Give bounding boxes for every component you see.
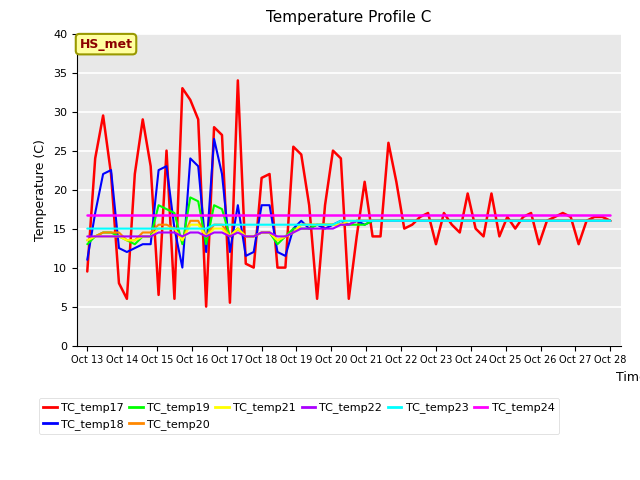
TC_temp19 [575, 218, 582, 224]
TC_temp22 [575, 218, 582, 224]
TC_temp24 [298, 213, 305, 218]
TC_temp22 [147, 233, 154, 239]
TC_temp23 [488, 218, 495, 224]
TC_temp21 [298, 222, 305, 228]
TC_temp17 [337, 156, 345, 161]
TC_temp23 [575, 218, 582, 224]
TC_temp20 [305, 222, 313, 228]
TC_temp21 [83, 238, 91, 243]
TC_temp21 [575, 218, 582, 224]
X-axis label: Time: Time [616, 371, 640, 384]
Y-axis label: Temperature (C): Temperature (C) [35, 139, 47, 240]
TC_temp22 [488, 218, 495, 224]
TC_temp20 [163, 222, 170, 228]
TC_temp20 [186, 218, 194, 224]
TC_temp17 [607, 218, 614, 224]
TC_temp21 [607, 218, 614, 224]
TC_temp23 [298, 222, 305, 228]
TC_temp17 [123, 296, 131, 301]
Line: TC_temp19: TC_temp19 [87, 197, 611, 244]
TC_temp22 [163, 229, 170, 235]
Line: TC_temp18: TC_temp18 [87, 139, 611, 268]
TC_temp19 [607, 218, 614, 224]
TC_temp19 [163, 206, 170, 212]
TC_temp22 [607, 218, 614, 224]
TC_temp18 [83, 257, 91, 263]
TC_temp17 [313, 296, 321, 301]
TC_temp17 [575, 241, 582, 247]
TC_temp20 [83, 238, 91, 243]
TC_temp19 [329, 222, 337, 228]
Line: TC_temp22: TC_temp22 [87, 221, 611, 236]
TC_temp17 [495, 233, 503, 239]
TC_temp18 [337, 218, 345, 224]
Line: TC_temp20: TC_temp20 [87, 221, 611, 240]
TC_temp22 [353, 218, 360, 224]
Line: TC_temp21: TC_temp21 [87, 221, 611, 240]
TC_temp20 [575, 218, 582, 224]
TC_temp17 [83, 269, 91, 275]
TC_temp22 [298, 226, 305, 231]
TC_temp19 [147, 233, 154, 239]
TC_temp21 [345, 218, 353, 224]
Line: TC_temp17: TC_temp17 [87, 80, 611, 307]
TC_temp20 [488, 218, 495, 224]
TC_temp21 [321, 222, 329, 228]
Title: Temperature Profile C: Temperature Profile C [266, 11, 431, 25]
Legend: TC_temp17, TC_temp18, TC_temp19, TC_temp20, TC_temp21, TC_temp22, TC_temp23, TC_: TC_temp17, TC_temp18, TC_temp19, TC_temp… [39, 398, 559, 434]
TC_temp24 [480, 213, 488, 218]
TC_temp19 [83, 241, 91, 247]
TC_temp21 [147, 233, 154, 239]
TC_temp23 [83, 226, 91, 231]
TC_temp18 [210, 136, 218, 142]
TC_temp17 [202, 304, 210, 310]
TC_temp20 [329, 222, 337, 228]
TC_temp20 [147, 229, 154, 235]
TC_temp24 [575, 213, 582, 218]
TC_temp18 [495, 218, 503, 224]
TC_temp20 [607, 218, 614, 224]
TC_temp23 [607, 218, 614, 224]
TC_temp23 [337, 218, 345, 224]
TC_temp22 [83, 233, 91, 239]
TC_temp23 [147, 226, 154, 231]
Line: TC_temp23: TC_temp23 [87, 221, 611, 228]
TC_temp17 [147, 163, 154, 169]
TC_temp24 [202, 213, 210, 218]
Text: HS_met: HS_met [79, 37, 132, 51]
TC_temp18 [179, 265, 186, 271]
TC_temp18 [147, 241, 154, 247]
TC_temp19 [305, 226, 313, 231]
TC_temp24 [163, 213, 170, 218]
TC_temp19 [186, 194, 194, 200]
TC_temp18 [575, 218, 582, 224]
TC_temp21 [163, 226, 170, 231]
TC_temp18 [313, 222, 321, 228]
TC_temp24 [83, 213, 91, 218]
TC_temp24 [321, 213, 329, 218]
TC_temp18 [607, 218, 614, 224]
TC_temp23 [321, 222, 329, 228]
TC_temp22 [321, 226, 329, 231]
TC_temp19 [488, 218, 495, 224]
TC_temp23 [163, 226, 170, 231]
TC_temp24 [607, 213, 614, 218]
TC_temp21 [488, 218, 495, 224]
TC_temp17 [234, 77, 242, 84]
TC_temp18 [123, 249, 131, 255]
